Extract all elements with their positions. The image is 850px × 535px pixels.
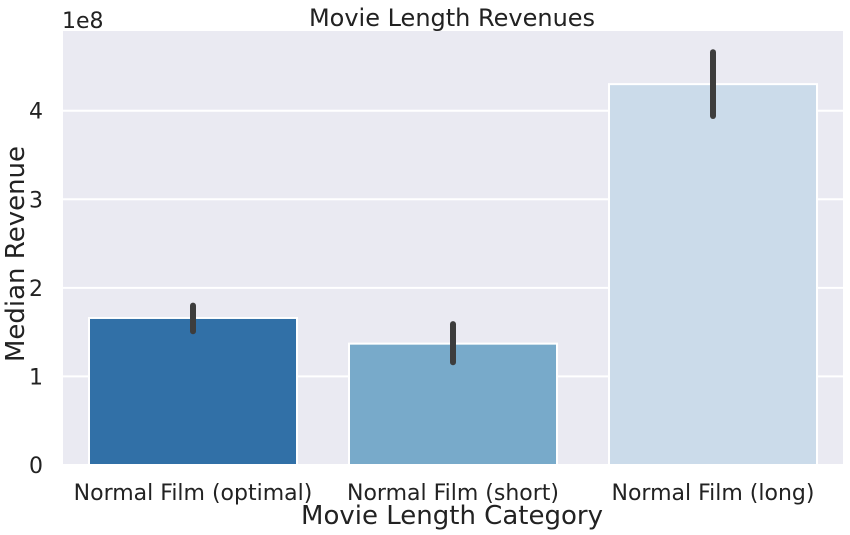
error-bars — [190, 49, 716, 366]
y-axis-offset-label: 1e8 — [62, 9, 104, 34]
y-tick-label: 3 — [29, 188, 43, 213]
y-tick-label: 0 — [29, 454, 43, 479]
x-tick-label: Normal Film (optimal) — [74, 481, 313, 506]
bar — [608, 83, 818, 467]
bar — [88, 316, 298, 466]
chart-title: Movie Length Revenues — [309, 4, 595, 32]
y-tick-label: 4 — [29, 100, 43, 125]
y-tick-label: 1 — [29, 365, 43, 390]
x-tick-label: Normal Film (short) — [347, 481, 559, 506]
tick-labels: 0 1 2 3 4 Normal Film (optimal) Normal Film (s… — [29, 100, 814, 506]
y-axis-label: Median Revenue — [1, 146, 31, 362]
x-tick-label: Normal Film (long) — [612, 481, 815, 506]
y-tick-label: 2 — [29, 277, 43, 302]
x-axis-label: Movie Length Category — [301, 501, 603, 531]
